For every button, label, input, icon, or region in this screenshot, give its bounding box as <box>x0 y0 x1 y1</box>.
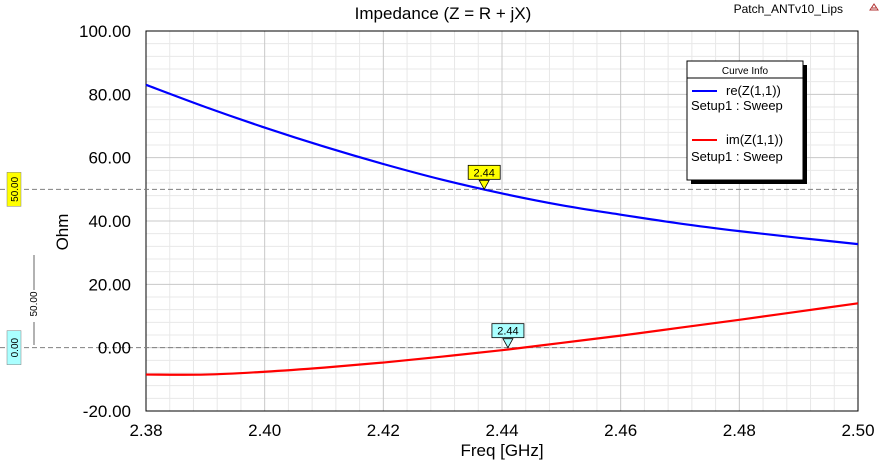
y-tick-label: 80.00 <box>88 85 131 104</box>
y-tick-label: 60.00 <box>88 149 131 168</box>
series-line-im[interactable] <box>145 302 859 376</box>
x-axis-ticks: 2.38 2.40 2.42 2.44 2.46 2.48 2.50 <box>129 421 874 440</box>
marker-label: 2.44 <box>473 167 494 179</box>
x-tick-label: 2.44 <box>485 421 518 440</box>
x-tick-label: 2.50 <box>841 421 874 440</box>
y-axis-ticks: -20.00 0.00 20.00 40.00 60.00 80.00 100.00 <box>79 22 131 421</box>
chart-title: Impedance (Z = R + jX) <box>355 4 532 23</box>
legend-series-im-name: im(Z(1,1)) <box>726 132 783 147</box>
x-tick-label: 2.42 <box>367 421 400 440</box>
y-tick-label: -20.00 <box>83 402 131 421</box>
ansys-logo-icon <box>869 3 879 11</box>
series-line-re[interactable] <box>145 83 859 246</box>
project-name: Patch_ANTv10_Lips <box>734 2 843 16</box>
x-tick-label: 2.46 <box>604 421 637 440</box>
y-tick-label: 0.00 <box>98 339 131 358</box>
marker-triangle[interactable] <box>502 338 514 349</box>
legend-box <box>686 60 804 181</box>
legend-series-re-name: re(Z(1,1)) <box>726 83 781 98</box>
plot-frame <box>145 30 859 412</box>
reference-tag[interactable] <box>6 172 22 207</box>
x-axis-label: Freq [GHz] <box>460 441 543 460</box>
y-tick-label: 100.00 <box>79 22 131 41</box>
reference-tag-label: 0.00 <box>10 337 21 357</box>
marker-label-box[interactable] <box>491 323 525 339</box>
x-tick-label: 2.38 <box>129 421 162 440</box>
marker-group: 2.44 2.44 <box>467 164 525 349</box>
legend-series-re-setup: Setup1 : Sweep <box>691 98 783 113</box>
x-tick-label: 2.40 <box>248 421 281 440</box>
reference-tag[interactable] <box>6 330 22 365</box>
x-tick-label: 2.48 <box>723 421 756 440</box>
marker-triangle[interactable] <box>478 179 490 191</box>
y-axis-label: Ohm <box>53 214 72 251</box>
y-tick-label: 20.00 <box>88 275 131 294</box>
legend-series-im-setup: Setup1 : Sweep <box>691 149 783 164</box>
marker-label-box[interactable] <box>467 164 501 180</box>
series-group <box>145 83 859 376</box>
y-tick-label: 40.00 <box>88 212 131 231</box>
marker-label: 2.44 <box>497 326 518 338</box>
side-scale-label: 50.00 <box>29 291 40 316</box>
legend-title: Curve Info <box>722 66 769 77</box>
reference-tag-label: 50.00 <box>10 176 21 201</box>
reference-lines: 50.00 0.00 <box>0 172 858 365</box>
legend[interactable]: Curve Info re(Z(1,1)) Setup1 : Sweep im(… <box>686 60 807 184</box>
side-scale: 50.00 <box>29 255 40 345</box>
